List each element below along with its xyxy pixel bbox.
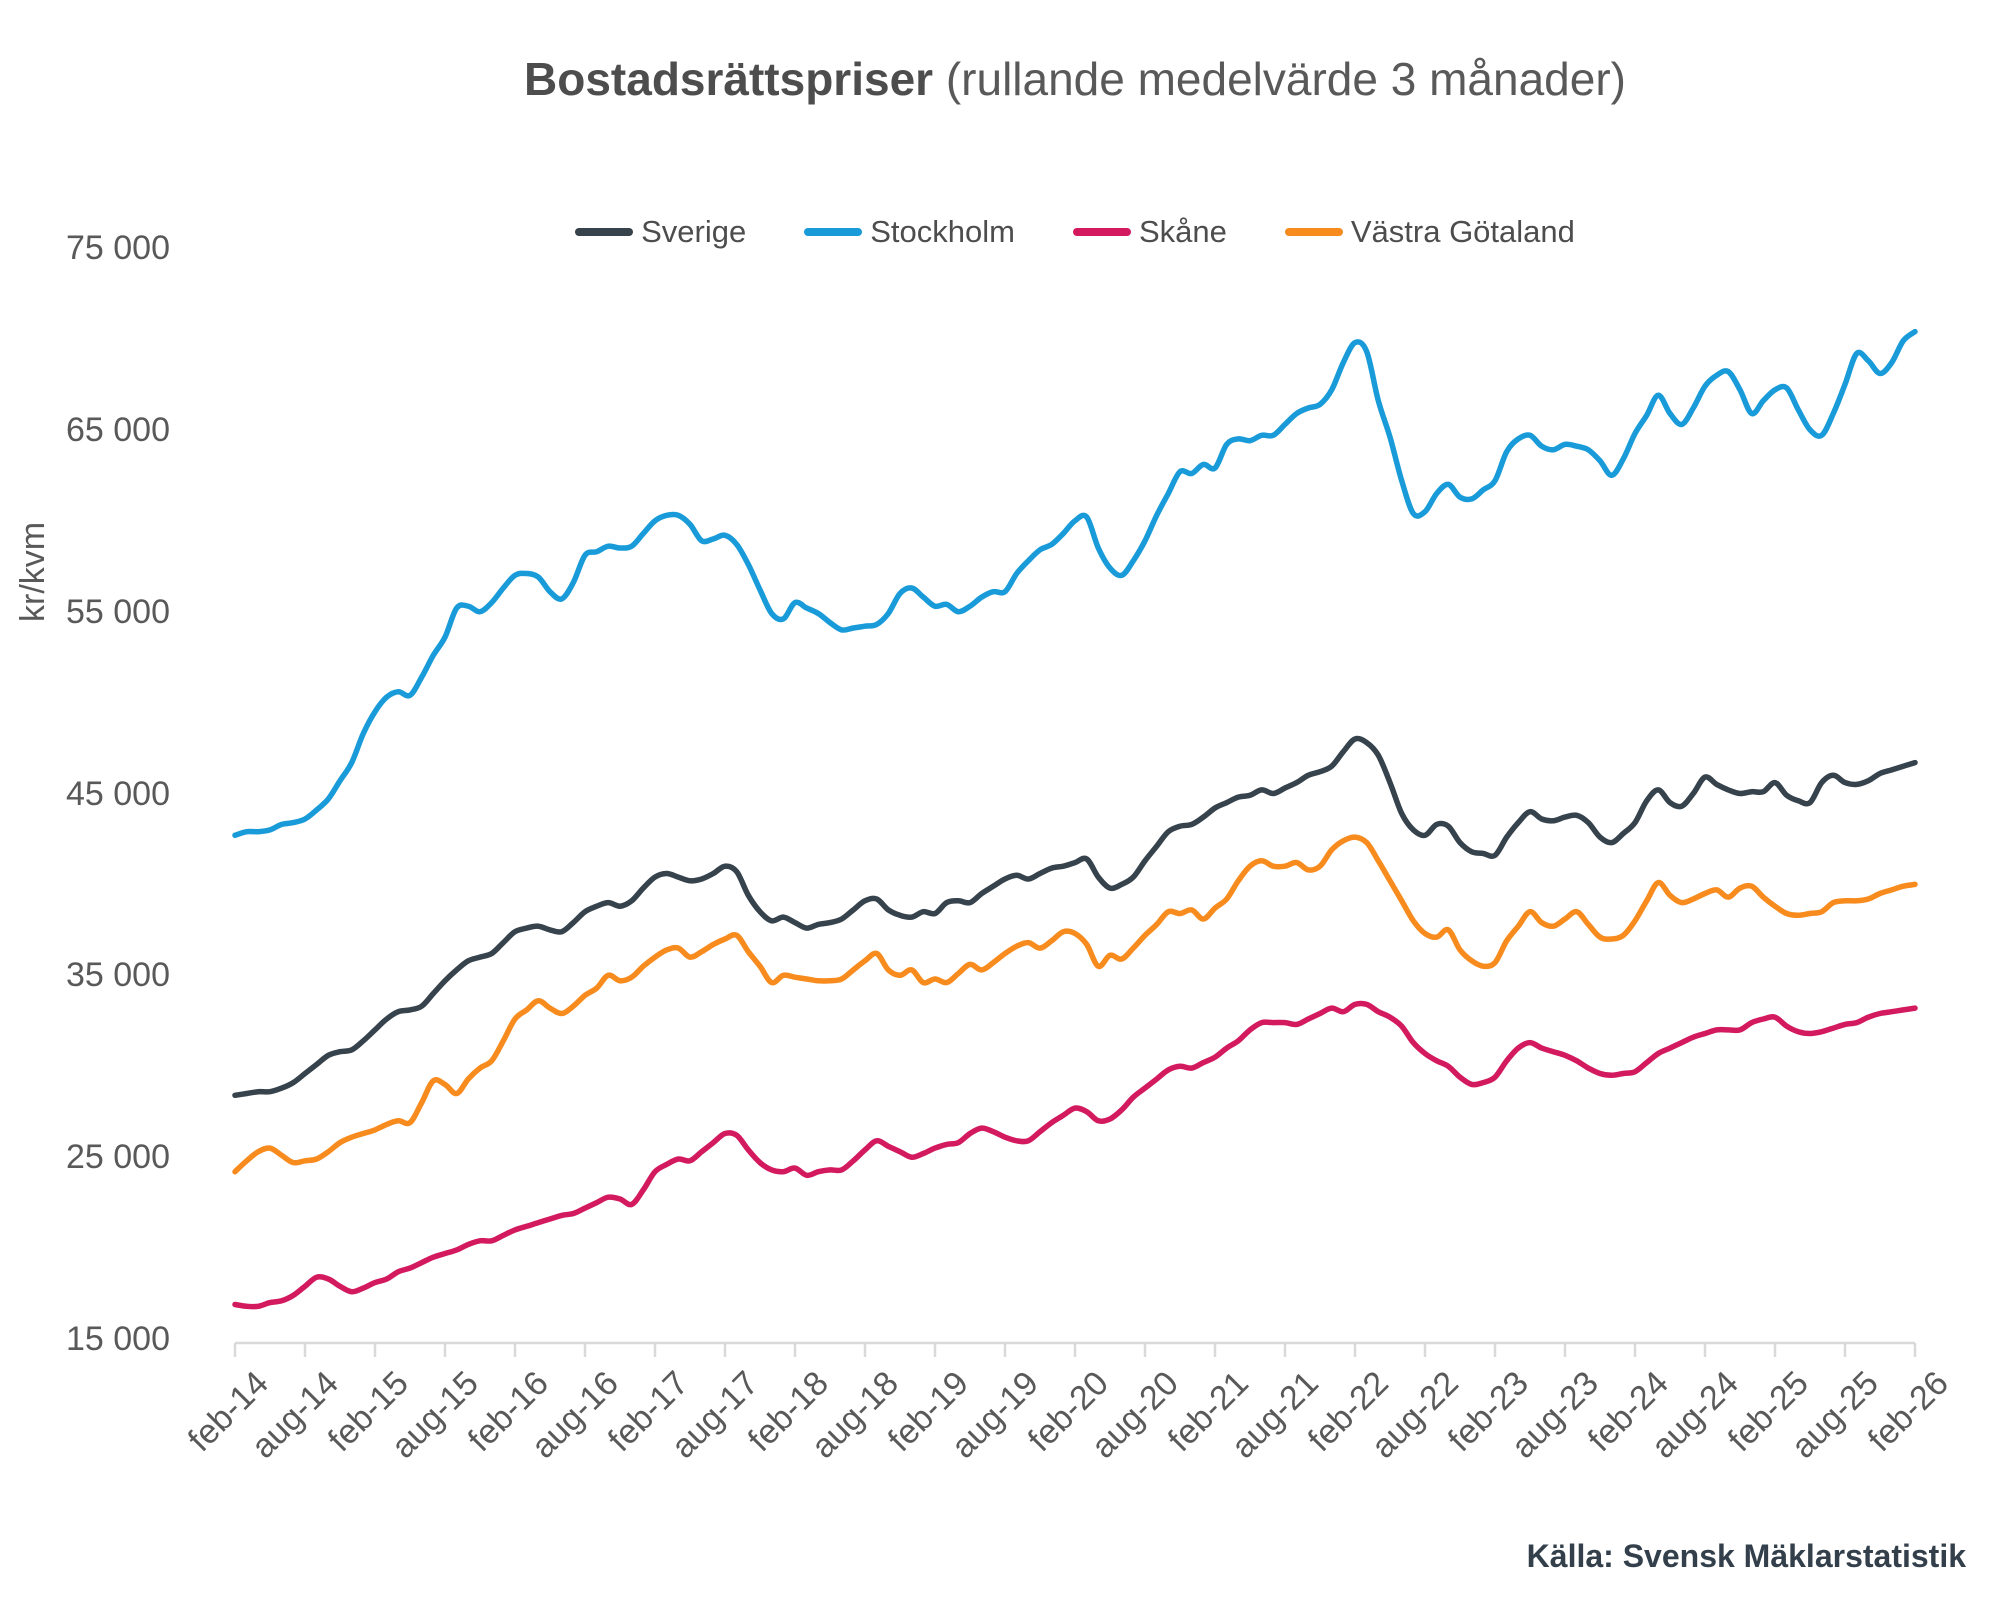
y-tick-label: 35 000 xyxy=(66,956,170,995)
y-tick-label: 55 000 xyxy=(66,592,170,631)
series-line-sk-ne xyxy=(232,1000,1918,1310)
y-tick-label: 65 000 xyxy=(66,410,170,449)
series-line-v-stra-g-taland xyxy=(232,834,1918,1175)
legend-label: Stockholm xyxy=(870,214,1015,249)
legend: Sverige Stockholm Skåne Västra Götaland xyxy=(235,214,1915,250)
y-tick-label: 45 000 xyxy=(66,774,170,813)
chart-title: Bostadsrättspriser (rullande medelvärde … xyxy=(235,52,1915,106)
chart-title-regular: (rullande medelvärde 3 månader) xyxy=(933,53,1626,105)
legend-line-swatch xyxy=(804,228,863,236)
legend-label: Sverige xyxy=(641,214,747,249)
source-note: Källa: Svensk Mäklarstatistik xyxy=(1526,1538,1966,1574)
legend-line-swatch xyxy=(1072,228,1131,236)
legend-item-v-stra-g-taland: Västra Götaland xyxy=(1284,214,1575,250)
y-tick-label: 25 000 xyxy=(66,1138,170,1177)
x-tick-label: feb-26 xyxy=(1860,1364,1956,1460)
y-tick-label: 15 000 xyxy=(66,1320,170,1358)
series-line-sverige xyxy=(232,735,1918,1099)
legend-line-swatch xyxy=(575,228,634,236)
legend-label: Västra Götaland xyxy=(1350,214,1575,249)
series-line-stockholm xyxy=(232,328,1918,839)
x-axis-line xyxy=(233,1341,1917,1357)
legend-item-sverige: Sverige xyxy=(575,214,746,250)
legend-item-sk-ne: Skåne xyxy=(1072,214,1227,250)
y-axis-tick-labels: 75 000 65 000 55 000 45 000 35 000 25 000 15 0… xyxy=(30,0,170,1614)
legend-label: Skåne xyxy=(1138,214,1227,249)
chart-title-bold: Bostadsrättspriser xyxy=(524,53,934,105)
y-tick-label: 75 000 xyxy=(66,229,170,267)
legend-item-stockholm: Stockholm xyxy=(804,214,1015,250)
legend-line-swatch xyxy=(1284,228,1343,236)
